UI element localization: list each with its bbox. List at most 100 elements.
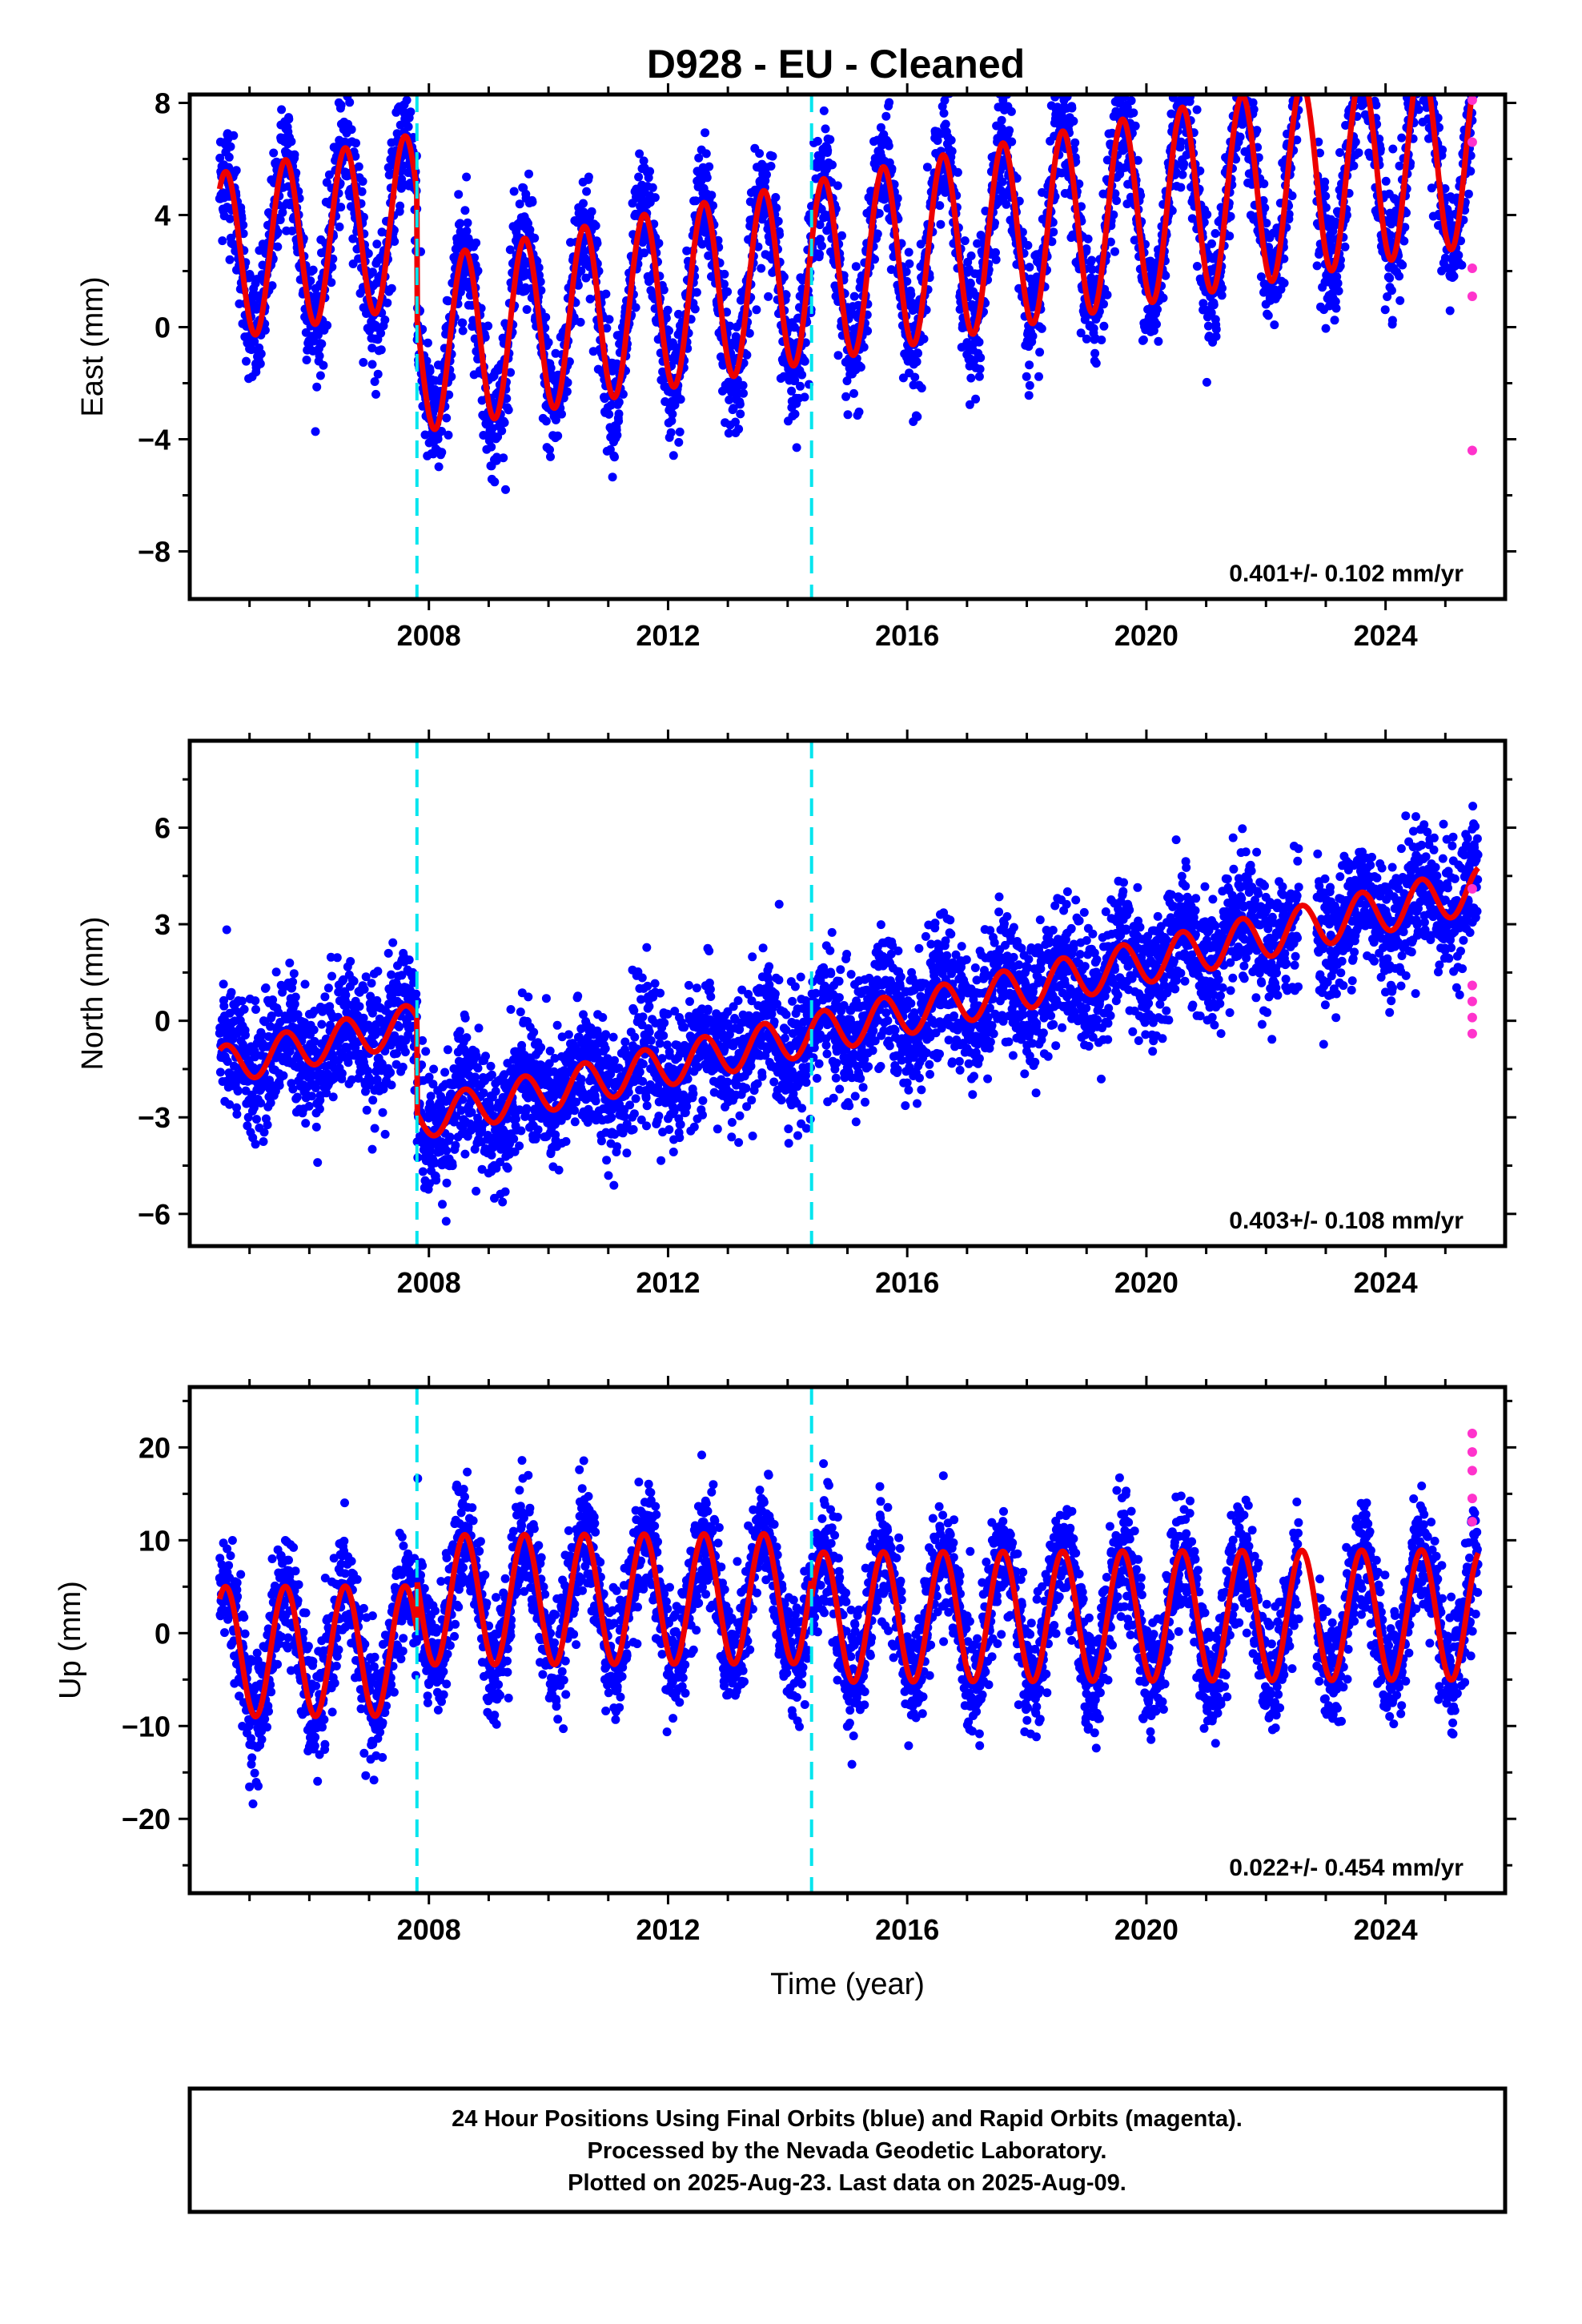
data-point [692, 287, 701, 297]
data-point [551, 348, 560, 358]
data-point [1423, 33, 1432, 42]
data-point [1405, 78, 1414, 86]
data-point [904, 247, 913, 257]
data-point [771, 193, 781, 202]
data-point [764, 292, 773, 301]
data-point [1097, 336, 1106, 344]
data-point [825, 135, 835, 144]
data-point [289, 969, 299, 979]
y-tick-label: 0 [155, 312, 171, 344]
data-point [1430, 51, 1439, 60]
data-point [1411, 54, 1419, 62]
data-point [705, 162, 714, 171]
data-point [614, 416, 624, 426]
data-point [1354, 22, 1363, 30]
data-point [373, 369, 383, 379]
data-point [545, 445, 554, 455]
data-point [691, 196, 701, 206]
data-point [1335, 148, 1344, 157]
data-point [1234, 27, 1243, 36]
data-point [1427, 33, 1436, 42]
data-point [487, 442, 496, 452]
data-point [308, 265, 318, 275]
data-point [460, 263, 469, 273]
data-point [288, 977, 298, 987]
data-point [1239, 78, 1247, 87]
data-point [755, 149, 765, 159]
data-point [277, 105, 287, 115]
data-point [1360, 43, 1369, 52]
data-point [837, 231, 846, 240]
data-point [1263, 311, 1273, 320]
data-point [753, 242, 763, 251]
data-point [1293, 68, 1302, 77]
data-point [541, 416, 551, 426]
data-point [1413, 50, 1422, 59]
data-point [953, 167, 962, 177]
data-point [1082, 334, 1091, 344]
data-point [1426, 66, 1435, 74]
data-point [347, 125, 356, 135]
data-point [306, 276, 315, 286]
data-point [1421, 78, 1430, 86]
data-point [1035, 348, 1045, 357]
data-point [515, 199, 524, 209]
data-point [222, 925, 231, 935]
data-point [302, 356, 311, 364]
data-point [1472, 53, 1480, 62]
data-point [720, 269, 729, 279]
data-point [1356, 52, 1365, 61]
data-point [398, 161, 408, 171]
data-point [239, 1004, 249, 1014]
data-point [1415, 82, 1423, 91]
data-point [462, 227, 472, 235]
data-point [661, 313, 671, 323]
x-tick-label: 2024 [1354, 619, 1418, 652]
data-point [1470, 48, 1479, 57]
data-point [738, 380, 748, 390]
data-point [709, 201, 717, 211]
data-point [1421, 65, 1430, 74]
data-point [1028, 332, 1038, 341]
data-point [1365, 73, 1374, 82]
data-point [490, 477, 500, 487]
data-point [256, 349, 266, 359]
data-point [324, 170, 334, 179]
data-point [1120, 84, 1129, 93]
data-point [790, 376, 800, 385]
data-point [534, 263, 544, 272]
data-point [1070, 138, 1080, 147]
data-point [458, 318, 468, 328]
data-point [1182, 67, 1191, 76]
data-point [1419, 72, 1427, 81]
data-point [1395, 296, 1405, 305]
data-point [661, 397, 670, 406]
data-point [762, 170, 771, 179]
data-point [701, 149, 711, 159]
data-point [582, 187, 592, 196]
data-point [241, 1031, 250, 1039]
data-point [579, 199, 588, 208]
data-point [1242, 64, 1251, 73]
data-point [1426, 85, 1435, 94]
rate-annotation: 0.401+/- 0.102 mm/yr [1229, 561, 1464, 587]
data-point [658, 367, 668, 376]
data-point [260, 325, 270, 335]
data-point [1291, 56, 1299, 65]
data-point [592, 239, 602, 248]
data-point [1320, 177, 1330, 187]
data-point [1407, 69, 1416, 78]
data-point [313, 1158, 323, 1168]
data-point [336, 203, 346, 212]
data-point [634, 172, 644, 182]
x-tick-label: 2016 [875, 619, 939, 652]
data-point [1416, 53, 1425, 62]
data-point [1054, 80, 1063, 89]
data-point [336, 100, 346, 110]
rapid-point [1467, 263, 1477, 273]
data-point [1467, 54, 1476, 62]
data-point [237, 996, 247, 1006]
data-point [351, 139, 360, 148]
data-point [1410, 80, 1419, 89]
